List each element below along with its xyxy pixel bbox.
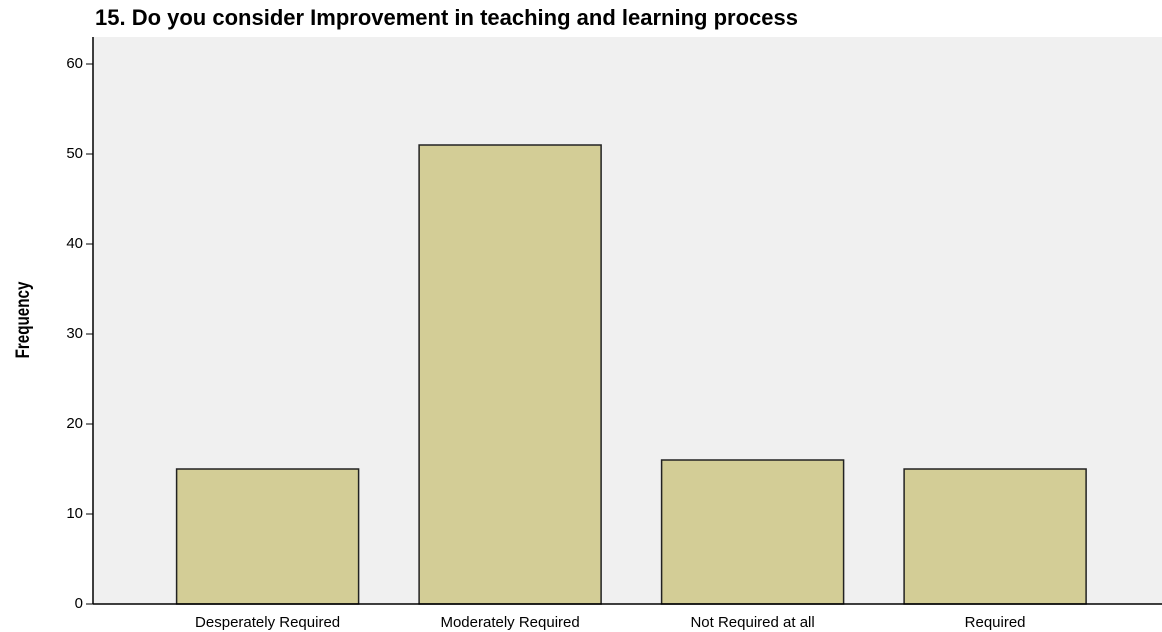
bar: [175, 468, 360, 605]
bar: [660, 459, 845, 605]
y-tick-label: 20: [66, 415, 83, 432]
chart-title: 15. Do you consider Improvement in teach…: [95, 5, 798, 30]
y-tick-label: 50: [66, 145, 83, 162]
y-tick-label: 10: [66, 505, 83, 522]
y-tick-label: 0: [75, 595, 83, 612]
x-tick-label: Desperately Required: [195, 614, 340, 631]
y-tick-label: 40: [66, 235, 83, 252]
x-tick-label: Moderately Required: [440, 614, 579, 631]
y-axis-label: Frequency: [11, 281, 33, 358]
y-tick-label: 60: [66, 55, 83, 72]
y-tick-label: 30: [66, 325, 83, 342]
x-tick-label: Not Required at all: [690, 614, 814, 631]
x-tick-label: Required: [965, 614, 1026, 631]
bar: [903, 468, 1087, 605]
bar: [418, 144, 602, 605]
